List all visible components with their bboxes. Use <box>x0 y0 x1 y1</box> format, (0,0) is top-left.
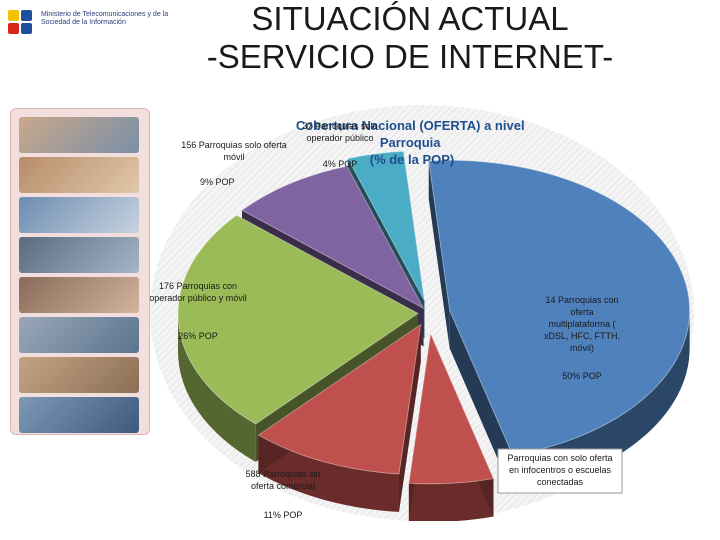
chart-title-line1: Cobertura Nacional (OFERTA) a nivel <box>296 118 525 133</box>
ministry-logo-icon <box>8 10 34 36</box>
ministry-logo-text: Ministerio de Telecomunicaciones y de la… <box>41 11 169 26</box>
pie-slice-wall <box>449 310 513 494</box>
slice-label-group: 176 Parroquias con operador público y móv… <box>149 281 247 341</box>
photo-thumbnail <box>19 157 139 193</box>
slice-value-label: 11% POP <box>264 510 303 520</box>
pie-slice <box>408 332 495 485</box>
photo-thumbnail <box>19 237 139 273</box>
photo-thumbnail <box>19 117 139 153</box>
pie-slice-wall <box>399 324 421 512</box>
photo-thumbnail <box>19 397 139 433</box>
slice-value-label: 26% POP <box>178 331 218 341</box>
slice-value-label: 50% POP <box>562 371 602 381</box>
slice-label-group: 588 Parroquias sin oferta comercial 11% PO… <box>245 469 320 520</box>
slice-value-label: 9% POP <box>200 177 235 187</box>
pie-chart: Cobertura Nacional (OFERTA) a nivel Parr… <box>149 105 694 522</box>
callout-box <box>497 448 623 494</box>
pie-slice <box>347 150 425 301</box>
pie-slices <box>177 150 691 522</box>
page-title: SITUACIÓN ACTUAL -SERVICIO DE INTERNET- <box>150 0 670 76</box>
photo-thumbnail <box>19 197 139 233</box>
pie-slice-side <box>258 435 400 512</box>
slice-label: 37 Parroquias solo operador público <box>302 121 377 143</box>
pie-slice <box>177 214 419 425</box>
chart-title-line3: (% de la POP) <box>370 152 455 167</box>
pie-slice-side <box>178 313 256 462</box>
slice-label: 156 Parroquias solo oferta móvil <box>181 140 287 162</box>
slice-labels: 14 Parroquias con oferta multiplataforma (… <box>149 121 623 520</box>
slice-label: Parroquias con solo oferta en infocentros… <box>507 453 612 487</box>
photo-thumbnail <box>19 357 139 393</box>
ministry-logo: Ministerio de Telecomunicaciones y de la… <box>8 8 168 40</box>
chart-title: Cobertura Nacional (OFERTA) a nivel Parr… <box>296 118 528 167</box>
slice-label-group: Parroquias con solo oferta en infocentros… <box>497 448 623 494</box>
pie-slice-side <box>512 310 690 494</box>
slice-label-group: 156 Parroquias solo oferta móvil 9% POP <box>181 140 287 187</box>
page-title-line1: SITUACIÓN ACTUAL <box>251 0 569 37</box>
slice-label-group: 37 Parroquias solo operador público 4% POP <box>302 121 377 169</box>
pie-slice-wall <box>428 160 450 349</box>
chart-panel: Cobertura Nacional (OFERTA) a nivel Parr… <box>149 103 695 522</box>
slice-value-label: 4% POP <box>323 159 358 169</box>
page-title-line2: -SERVICIO DE INTERNET- <box>206 38 614 75</box>
pie-slice <box>428 159 691 456</box>
pie-slice <box>257 323 422 475</box>
photo-strip <box>10 108 150 435</box>
slice-label: 14 Parroquias con oferta multiplataforma (… <box>544 295 620 353</box>
slice-label: 176 Parroquias con operador público y móv… <box>150 281 247 303</box>
pie-slice-side <box>408 478 494 522</box>
slice-label-group: 14 Parroquias con oferta multiplataforma (… <box>544 295 620 381</box>
chart-title-line2: Parroquia <box>380 135 441 150</box>
pie-slice <box>241 165 425 310</box>
slice-label: 588 Parroquias sin oferta comercial <box>245 469 320 491</box>
photo-thumbnail <box>19 277 139 313</box>
photo-thumbnail <box>19 317 139 353</box>
